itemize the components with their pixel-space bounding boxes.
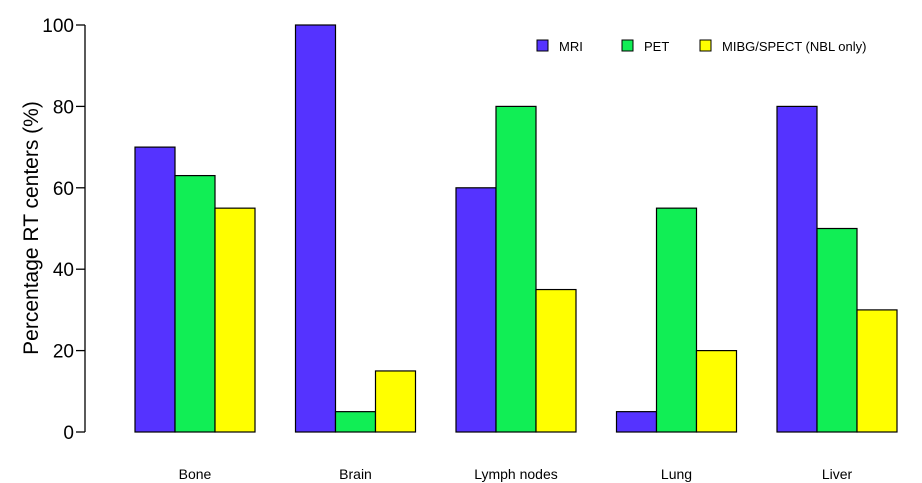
legend: MRI PET MIBG/SPECT (NBL only)	[536, 39, 866, 54]
y-tick-label: 80	[53, 97, 74, 118]
x-axis-labels: Bone Brain Lymph nodes Lung Liver	[179, 466, 853, 482]
bar-pet-brain	[334, 411, 377, 433]
bar-mibg-liver	[856, 309, 898, 433]
bar-mibg-bone	[214, 207, 256, 433]
bar-mri-lung	[615, 411, 658, 433]
y-tick-label: 0	[63, 423, 74, 444]
bar-pet-bone	[174, 174, 216, 433]
bar-mibg-brain	[374, 370, 417, 433]
bar-pet-lung	[655, 207, 698, 433]
legend-label: MRI	[559, 39, 583, 54]
legend-label: PET	[644, 39, 669, 54]
y-tick-label: 60	[53, 179, 74, 200]
x-category-label: Brain	[339, 466, 372, 482]
bar-mri-liver	[776, 105, 818, 433]
x-category-label: Bone	[179, 466, 212, 482]
x-category-label: Lymph nodes	[474, 466, 558, 482]
bar-mri-lymph-nodes	[455, 187, 497, 433]
y-axis-title: Percentage RT centers (%)	[20, 101, 43, 355]
bar-mri-brain	[294, 24, 337, 433]
legend-swatch	[621, 39, 634, 52]
x-category-label: Liver	[822, 466, 853, 482]
bar-pet-liver	[816, 227, 858, 433]
legend-label: MIBG/SPECT (NBL only)	[722, 39, 866, 54]
bars-group	[134, 24, 898, 433]
bar-pet-lymph-nodes	[495, 105, 537, 433]
y-tick-label: 20	[53, 342, 74, 363]
y-axis: 0 20 40 60 80 100	[42, 16, 86, 444]
y-tick-label: 40	[53, 260, 74, 281]
bar-mibg-lung	[695, 350, 738, 433]
y-tick-label: 100	[42, 16, 74, 37]
bar-mibg-lymph-nodes	[535, 288, 577, 433]
legend-swatch	[536, 39, 549, 52]
x-category-label: Lung	[661, 466, 692, 482]
legend-swatch	[699, 39, 712, 52]
bar-mri-bone	[134, 146, 176, 433]
